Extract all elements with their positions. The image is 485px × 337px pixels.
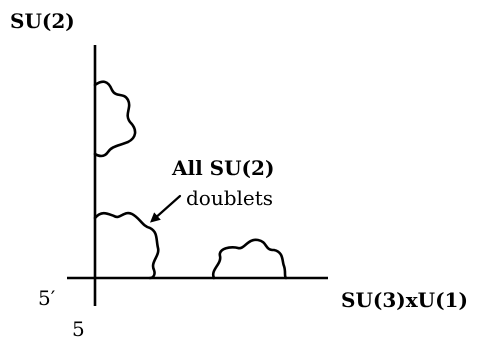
wavy-loop-upper xyxy=(93,80,137,158)
annotation-line2: doublets xyxy=(186,186,273,210)
label-su3u1: SU(3)xU(1) xyxy=(341,288,468,312)
wavy-loop-horizontal xyxy=(211,238,288,280)
label-su2: SU(2) xyxy=(10,9,75,33)
annotation-line1: All SU(2) xyxy=(171,156,274,180)
label-five-prime: 5′ xyxy=(38,286,56,310)
label-five: 5 xyxy=(72,317,85,337)
arrow-icon xyxy=(150,194,182,223)
wavy-line-lower xyxy=(93,211,160,280)
